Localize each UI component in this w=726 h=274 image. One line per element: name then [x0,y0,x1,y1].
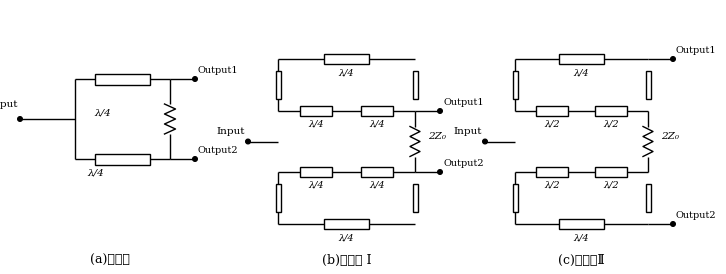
Text: λ/4: λ/4 [369,181,385,190]
Bar [412,71,417,99]
Bar [361,167,393,177]
Bar [645,184,650,212]
Bar [412,184,417,212]
Text: λ/2: λ/2 [603,119,619,129]
Text: λ/4: λ/4 [369,119,385,129]
Bar [301,106,333,116]
Bar [301,167,333,177]
Text: λ/4: λ/4 [94,109,111,118]
Text: λ/4: λ/4 [574,68,590,78]
Bar [595,167,627,177]
Circle shape [483,139,487,144]
Bar [559,219,604,229]
Bar [95,73,150,84]
Text: Output2: Output2 [198,146,239,155]
Text: λ/4: λ/4 [309,181,325,190]
Text: λ/4: λ/4 [574,233,590,242]
Circle shape [245,139,250,144]
Text: λ/4: λ/4 [87,169,104,178]
Text: Input: Input [454,127,482,136]
Bar [95,153,150,164]
Text: Output1: Output1 [676,46,717,55]
Circle shape [438,109,442,113]
Text: λ/2: λ/2 [544,181,560,190]
Circle shape [671,57,675,61]
Bar [275,71,280,99]
Text: λ/2: λ/2 [603,181,619,190]
Text: 2Z₀: 2Z₀ [661,132,679,141]
Circle shape [192,157,197,161]
Text: Output1: Output1 [198,66,239,75]
Circle shape [192,77,197,81]
Text: (b)改进型 I: (b)改进型 I [322,253,371,267]
Circle shape [17,117,23,121]
Bar [361,106,393,116]
Text: 2Z₀: 2Z₀ [428,132,446,141]
Circle shape [438,170,442,174]
Bar [513,184,518,212]
Bar [537,167,568,177]
Bar [645,71,650,99]
Text: (c)改进型Ⅱ: (c)改进型Ⅱ [558,253,605,267]
Bar [595,106,627,116]
Bar [275,184,280,212]
Bar [324,54,369,64]
Text: Output2: Output2 [676,211,717,220]
Text: λ/2: λ/2 [544,119,560,129]
Text: Input: Input [0,100,18,109]
Circle shape [671,222,675,226]
Bar [559,54,604,64]
Text: Output1: Output1 [443,98,484,107]
Bar [513,71,518,99]
Text: Output2: Output2 [443,159,484,168]
Text: Input: Input [216,127,245,136]
Text: (a)基本型: (a)基本型 [90,253,130,267]
Text: λ/4: λ/4 [339,233,354,242]
Bar [324,219,369,229]
Bar [537,106,568,116]
Text: λ/4: λ/4 [309,119,325,129]
Text: λ/4: λ/4 [339,68,354,78]
